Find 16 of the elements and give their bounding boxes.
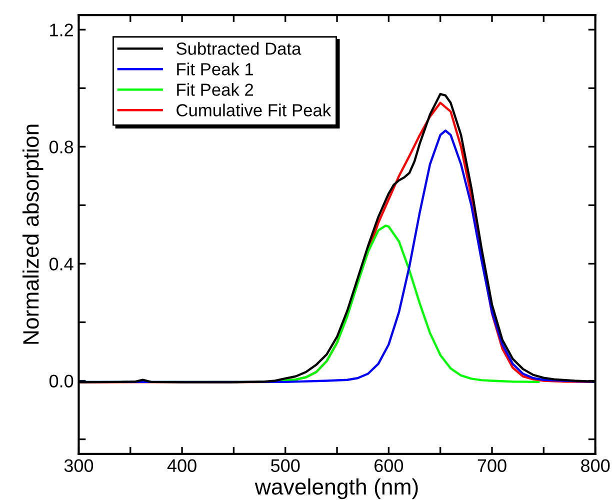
x-tick-label: 400 [167, 459, 196, 472]
x-tick-label: 700 [478, 459, 506, 472]
x-tick-label: 800 [581, 459, 610, 472]
legend-label: Subtracted Data [176, 42, 302, 55]
legend-label: Cumulative Fit Peak [176, 104, 332, 116]
y-tick-label: 0.0 [49, 374, 74, 388]
x-tick-label: 500 [271, 459, 300, 472]
x-axis-title: wavelength (nm) [254, 478, 418, 500]
x-tick-label: 300 [64, 459, 94, 472]
legend-label: Fit Peak 2 [177, 83, 254, 96]
legend-label: Fit Peak 1 [177, 62, 254, 76]
y-tick-label: 0.8 [49, 140, 74, 154]
x-tick-label: 600 [374, 459, 404, 472]
y-tick-label: 1.2 [50, 24, 73, 36]
y-tick-label: 0.4 [49, 258, 74, 270]
y-axis-title: Normalized absorption [22, 124, 44, 344]
